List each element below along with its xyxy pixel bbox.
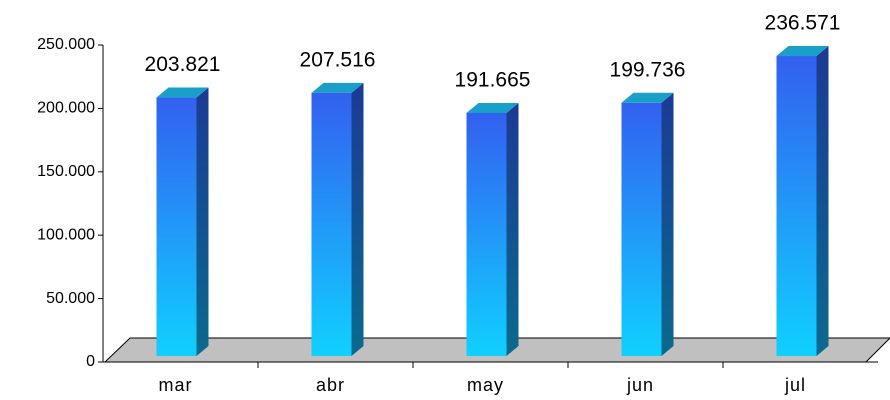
bar-front	[621, 102, 662, 357]
bar-side	[506, 102, 519, 356]
bar-front	[156, 97, 197, 357]
bar-front	[776, 56, 817, 356]
y-tick-label: 50.000	[46, 290, 95, 307]
bar	[311, 82, 364, 356]
bar-front	[466, 112, 507, 356]
bar	[776, 46, 829, 356]
bar	[621, 92, 674, 357]
x-tick-label: abr	[316, 375, 345, 395]
y-tick-label: 0	[86, 353, 95, 370]
x-tick-label: jul	[784, 375, 806, 395]
y-tick-label: 150.000	[37, 163, 95, 180]
x-tick-label: jun	[626, 375, 654, 395]
bar-top	[311, 82, 364, 93]
x-tick-label: mar	[159, 375, 193, 395]
bar-side	[816, 46, 829, 356]
y-tick-label: 100.000	[37, 226, 95, 243]
bar-top	[156, 87, 209, 98]
value-label: 191.665	[455, 69, 531, 92]
value-label: 199.736	[610, 58, 686, 81]
bar-top	[466, 102, 519, 113]
y-tick-label: 200.000	[37, 100, 95, 117]
value-label: 236.571	[765, 12, 841, 35]
bar-top	[776, 46, 829, 57]
bar	[466, 102, 519, 356]
value-label: 203.821	[145, 53, 221, 76]
bar-side	[196, 87, 209, 357]
bar-side	[351, 82, 364, 356]
x-tick-label: may	[467, 375, 504, 395]
value-label: 207.516	[300, 48, 376, 71]
y-tick-label: 250.000	[37, 36, 95, 53]
bar	[156, 87, 209, 357]
bar-front	[311, 92, 352, 356]
bar-top	[621, 92, 674, 103]
bar-side	[661, 92, 674, 357]
